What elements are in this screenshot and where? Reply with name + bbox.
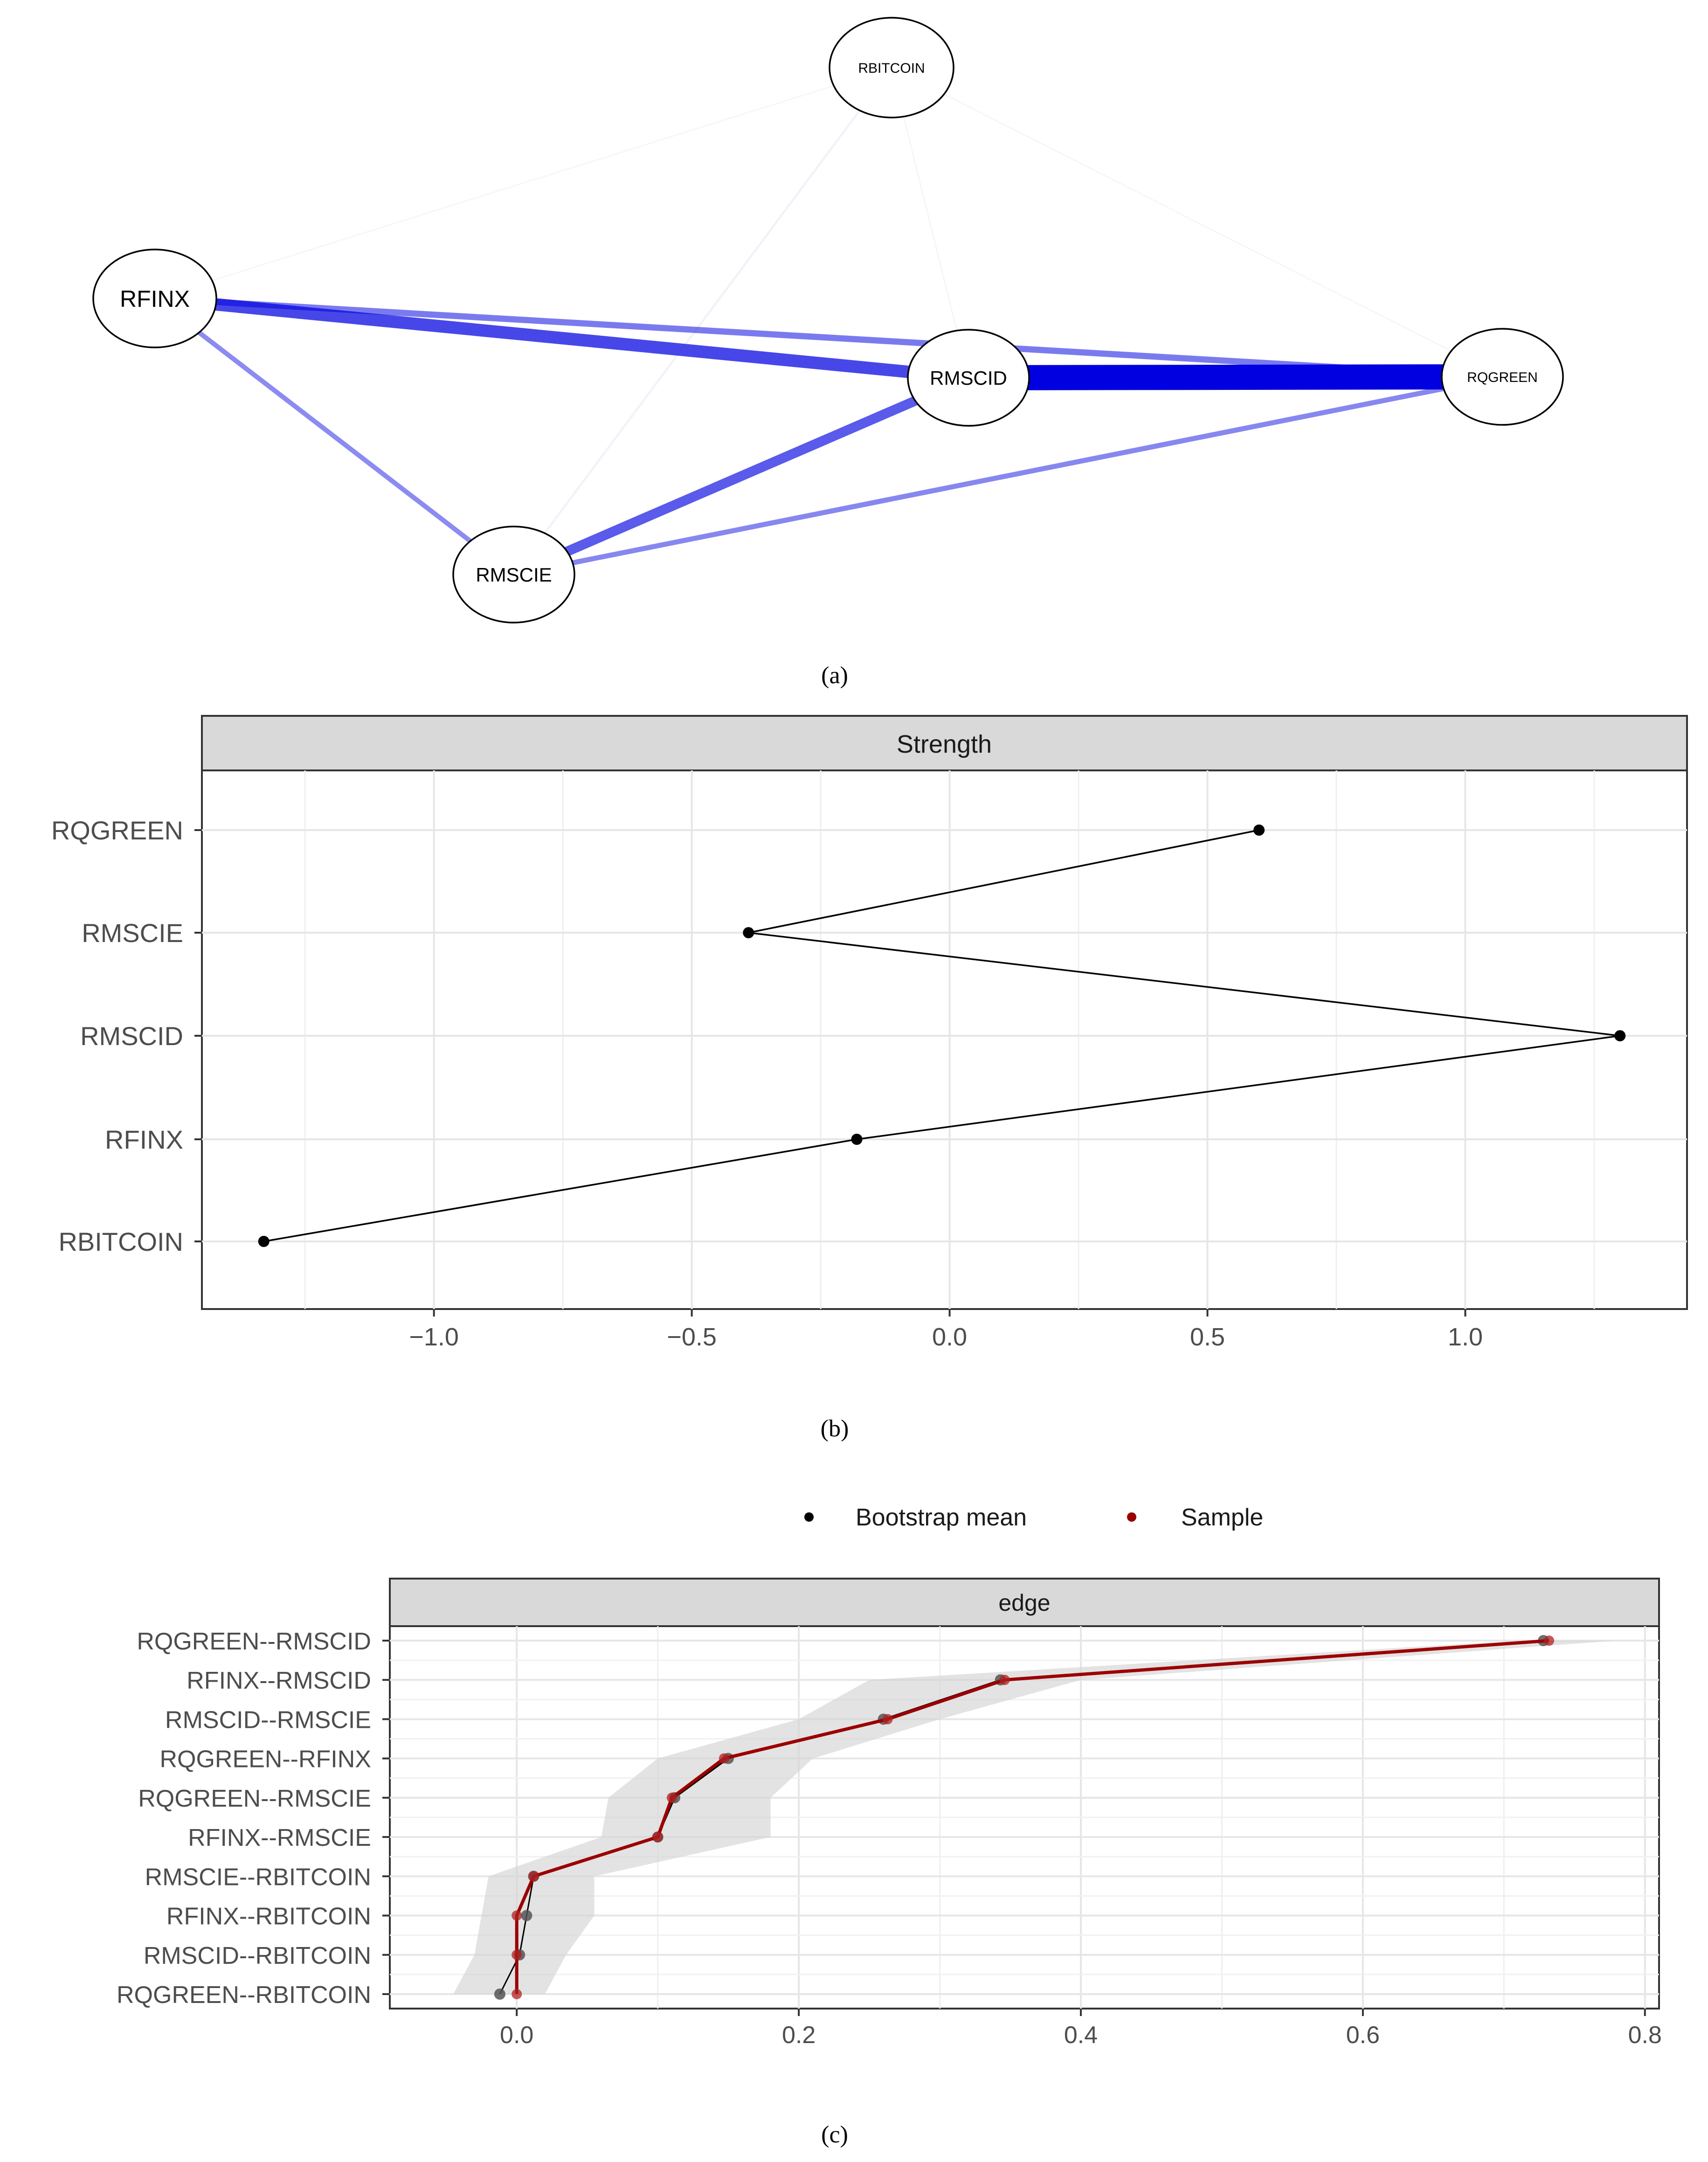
bootstrap-point-rqgreen-rbitcoin <box>494 1989 505 2000</box>
y-tick-label-rqgreen: RQGREEN <box>51 816 183 845</box>
sample-point-rqgreen-rmscie <box>666 1792 677 1803</box>
strength-plot-area <box>201 769 1688 1310</box>
edge-marks <box>453 1635 1617 2000</box>
y-tick-label-rqgreen-rbitcoin: RQGREEN--RBITCOIN <box>117 1982 371 2009</box>
edge-rmscie-rbitcoin <box>513 67 892 575</box>
node-circle <box>907 329 1030 427</box>
strength-y-labels: RQGREEN RMSCIE RMSCID RFINX RBITCOIN <box>51 816 202 1256</box>
strength-x-labels: −1.0 −0.5 0.0 0.5 1.0 <box>409 1309 1483 1351</box>
strength-point-rmscid <box>1614 1030 1626 1041</box>
x-tick-label: 0.0 <box>932 1323 967 1351</box>
y-tick-label-rmscid: RMSCID <box>80 1021 183 1051</box>
edge-x-labels: 0.0 0.2 0.4 0.6 0.8 <box>500 2009 1662 2049</box>
network-nodes: RBITCOIN RFINX RMSCID RQGREEN RMSCIE <box>92 17 1564 624</box>
y-tick-label-rmscie-rbitcoin: RMSCIE--RBITCOIN <box>145 1864 371 1891</box>
y-tick-label-rbitcoin: RBITCOIN <box>58 1227 183 1256</box>
edge-rfinx-rmscie <box>153 296 516 577</box>
node-label: RFINX <box>120 286 190 312</box>
x-tick-label: 1.0 <box>1448 1323 1483 1351</box>
x-tick-label: 0.6 <box>1346 2022 1380 2049</box>
edge-rqgreen-rmscie <box>513 374 1503 577</box>
edge-y-labels: RQGREEN--RMSCID RFINX--RMSCID RMSCID--RMSC… <box>117 1628 390 2009</box>
strength-point-rqgreen <box>1253 825 1265 836</box>
edge-rqgreen-rbitcoin <box>891 67 1503 378</box>
y-tick-label-rqgreen-rfinx: RQGREEN--RFINX <box>159 1746 371 1773</box>
strength-point-rmscie <box>743 927 754 938</box>
node-rqgreen: RQGREEN <box>1441 328 1564 426</box>
node-circle <box>92 249 217 348</box>
sample-point-rmscid-rmscie <box>882 1714 893 1725</box>
strength-panel: Strength RQGREEN RMSCIE RMSCID RFINX RBITCOI… <box>51 715 1688 1351</box>
sample-point-rfinx-rbitcoin <box>512 1910 522 1921</box>
x-tick-label: 0.5 <box>1190 1323 1225 1351</box>
strength-point-rfinx <box>851 1134 863 1145</box>
edge-rqgreen-rmscid <box>968 364 1503 390</box>
network-panel: RBITCOIN RFINX RMSCID RQGREEN RMSCIE <box>92 17 1564 624</box>
node-label: RMSCIE <box>476 564 552 586</box>
edge-rmscid-rbitcoin <box>891 67 969 378</box>
bootstrap-ci-band <box>453 1641 1617 1994</box>
sample-point-rqgreen-rfinx <box>719 1753 729 1764</box>
edge-rmscid-rmscie <box>512 373 971 579</box>
x-tick-label: 0.0 <box>500 2022 533 2049</box>
edge-rfinx-rbitcoin <box>154 67 892 299</box>
legend-sample-label: Sample <box>1181 1504 1263 1531</box>
caption-a: (a) <box>821 662 848 689</box>
legend-sample-mark <box>1127 1512 1136 1522</box>
x-tick-label: −0.5 <box>667 1323 717 1351</box>
bootstrap-point-rfinx-rbitcoin <box>521 1910 532 1921</box>
node-rfinx: RFINX <box>92 249 217 348</box>
node-rmscid: RMSCID <box>907 329 1030 427</box>
node-rbitcoin: RBITCOIN <box>829 17 954 118</box>
strength-grid <box>202 770 1687 1309</box>
legend-bootstrap-mark <box>804 1512 814 1522</box>
y-tick-label-rfinx-rbitcoin: RFINX--RBITCOIN <box>166 1903 371 1930</box>
y-tick-label-rqgreen-rmscid: RQGREEN--RMSCID <box>137 1628 371 1655</box>
node-rmscie: RMSCIE <box>452 526 575 624</box>
y-tick-label-rmscid-rmscie: RMSCID--RMSCIE <box>165 1706 371 1733</box>
legend-bootstrap-label: Bootstrap mean <box>856 1504 1027 1531</box>
sample-point-rfinx-rmscie <box>652 1832 663 1843</box>
y-tick-label-rfinx-rmscid: RFINX--RMSCID <box>187 1667 371 1694</box>
sample-line <box>515 1639 1549 1994</box>
strength-marks <box>258 825 1626 1247</box>
sample-point-rqgreen-rmscid <box>1544 1635 1555 1646</box>
node-label: RMSCID <box>930 367 1007 389</box>
node-circle <box>1441 328 1564 426</box>
edge-strip-label: edge <box>998 1590 1050 1616</box>
edge-strip <box>389 1578 1660 1627</box>
sample-point-rqgreen-rbitcoin <box>512 1989 522 1999</box>
y-tick-label-rmscid-rbitcoin: RMSCID--RBITCOIN <box>144 1942 371 1969</box>
x-tick-label: −1.0 <box>409 1323 459 1351</box>
sample-point-rmscie-rbitcoin <box>528 1871 539 1882</box>
x-tick-label: 0.2 <box>782 2022 816 2049</box>
edge-rqgreen-rfinx <box>154 295 1503 380</box>
x-tick-label: 0.4 <box>1064 2022 1098 2049</box>
node-label: RBITCOIN <box>858 61 925 76</box>
legend: Bootstrap mean Sample <box>804 1504 1263 1531</box>
y-tick-label-rfinx: RFINX <box>105 1125 183 1154</box>
y-tick-label-rqgreen-rmscie: RQGREEN--RMSCIE <box>138 1785 371 1812</box>
strength-strip-label: Strength <box>897 730 992 758</box>
sample-point-rmscid-rbitcoin <box>512 1949 522 1960</box>
caption-c: (c) <box>821 2121 848 2148</box>
node-label: RQGREEN <box>1467 370 1538 385</box>
network-edges <box>153 67 1503 579</box>
edge-panel: Bootstrap mean Sample edge RQGREEN--RMSC… <box>117 1504 1662 2049</box>
sample-point-rfinx-rmscid <box>999 1675 1010 1685</box>
node-circle <box>452 526 575 624</box>
caption-b: (b) <box>821 1415 849 1442</box>
edge-rfinx-rmscid <box>154 292 969 384</box>
x-tick-label: 0.8 <box>1628 2022 1662 2049</box>
y-tick-label-rmscie: RMSCIE <box>82 918 183 948</box>
y-tick-label-rfinx-rmscie: RFINX--RMSCIE <box>188 1824 371 1851</box>
node-circle <box>829 17 954 118</box>
strength-point-rbitcoin <box>258 1236 270 1247</box>
strength-strip <box>201 715 1688 771</box>
